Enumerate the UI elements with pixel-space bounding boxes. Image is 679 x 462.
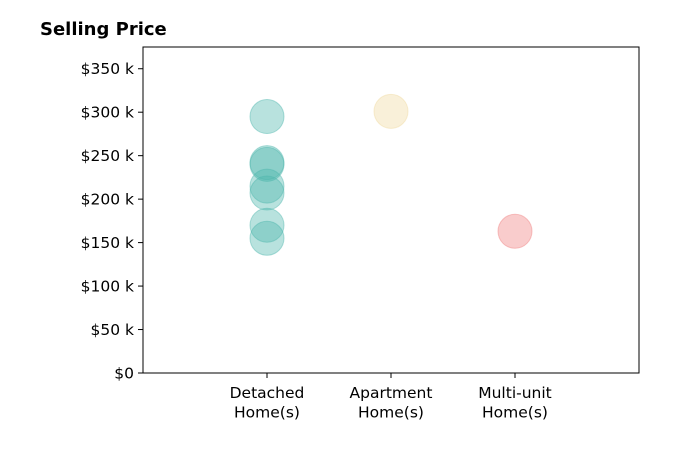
y-tick-label: $50 k xyxy=(91,321,135,339)
data-point-0-6 xyxy=(249,220,285,256)
data-point-0-5 xyxy=(249,207,285,243)
y-tick-label: $250 k xyxy=(81,147,134,165)
y-tick-label: $200 k xyxy=(81,191,134,209)
data-point-1-0 xyxy=(373,93,409,129)
y-tick-label: $0 xyxy=(114,365,134,383)
chart-title: Selling Price xyxy=(40,19,167,40)
x-tick-label: Multi-unit Home(s) xyxy=(478,384,552,422)
data-point-0-2 xyxy=(249,146,285,182)
data-point-0-3 xyxy=(249,168,285,204)
y-tick-label: $150 k xyxy=(81,234,134,252)
y-tick-label: $350 k xyxy=(81,60,134,78)
plot-area: $0 $50 k $100 k $150 k $200 k $250 k $300 k $35… xyxy=(81,46,640,422)
data-point-2-0 xyxy=(497,213,533,249)
data-point-0-0 xyxy=(249,99,285,135)
data-point-0-4 xyxy=(249,175,285,211)
y-tick-label: $300 k xyxy=(81,104,134,122)
x-tick-label: Apartment Home(s) xyxy=(350,384,433,422)
y-tick-label: $100 k xyxy=(81,278,134,296)
data-point-0-1 xyxy=(249,145,285,181)
x-tick-label: Detached Home(s) xyxy=(230,384,305,422)
